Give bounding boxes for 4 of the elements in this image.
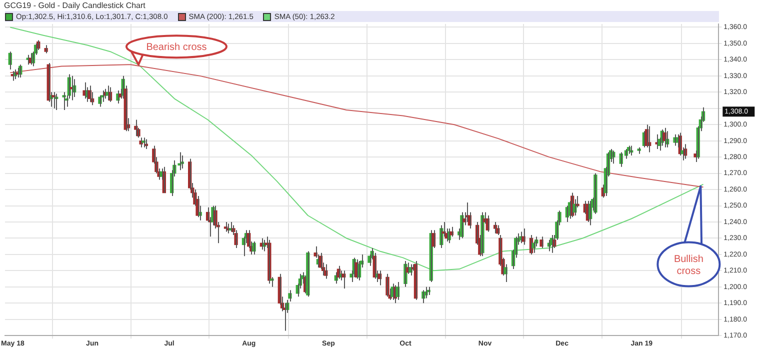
- candlestick: [637, 146, 641, 154]
- chart-title: GCG19 - Gold - Daily Candlestick Chart: [4, 1, 146, 10]
- annotation: Bullish cross: [674, 254, 704, 277]
- annotation: Bearish cross: [146, 42, 207, 54]
